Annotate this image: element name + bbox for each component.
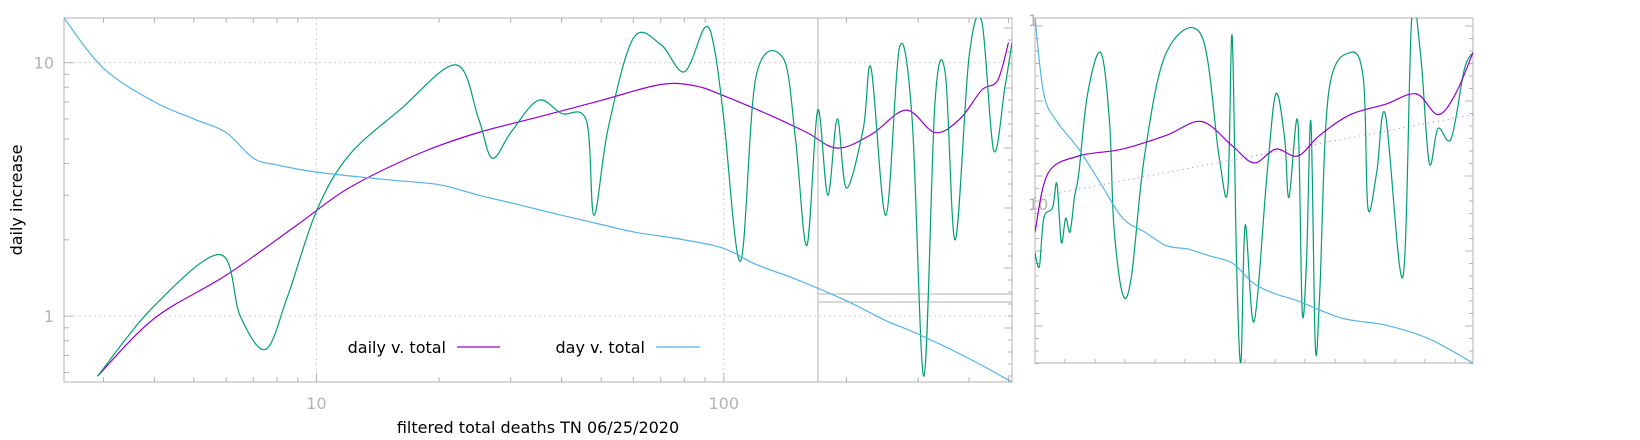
inset-y-tick-label: 10 bbox=[1028, 195, 1048, 214]
y-tick-label: 10 bbox=[34, 54, 54, 73]
main-plot: 10 100 1 10 1 10 daily v. total day v. total bbox=[34, 11, 1049, 413]
y-tick-label: 1 bbox=[44, 307, 54, 326]
side-series-line-1 bbox=[1035, 52, 1473, 233]
side-plot bbox=[1034, 17, 1474, 364]
series-group bbox=[64, 18, 1012, 382]
series-line-1 bbox=[97, 18, 1012, 377]
series-line-2 bbox=[64, 18, 1012, 382]
side-series-group bbox=[1035, 18, 1473, 363]
inset-y-tick-label: 1 bbox=[1028, 11, 1038, 30]
legend-label: daily v. total bbox=[348, 338, 446, 357]
side-frame bbox=[1034, 17, 1474, 364]
plot-frame bbox=[63, 17, 1013, 383]
side-series-line-2 bbox=[1035, 18, 1473, 363]
series-line-0 bbox=[97, 42, 1010, 377]
legend-label: day v. total bbox=[556, 338, 646, 357]
y-axis-title: daily increase bbox=[7, 145, 26, 256]
x-tick-label: 10 bbox=[306, 394, 326, 413]
side-series-line-0 bbox=[1035, 18, 1473, 363]
x-tick-label: 100 bbox=[709, 394, 740, 413]
x-axis-title: filtered total deaths TN 06/25/2020 bbox=[397, 418, 679, 437]
